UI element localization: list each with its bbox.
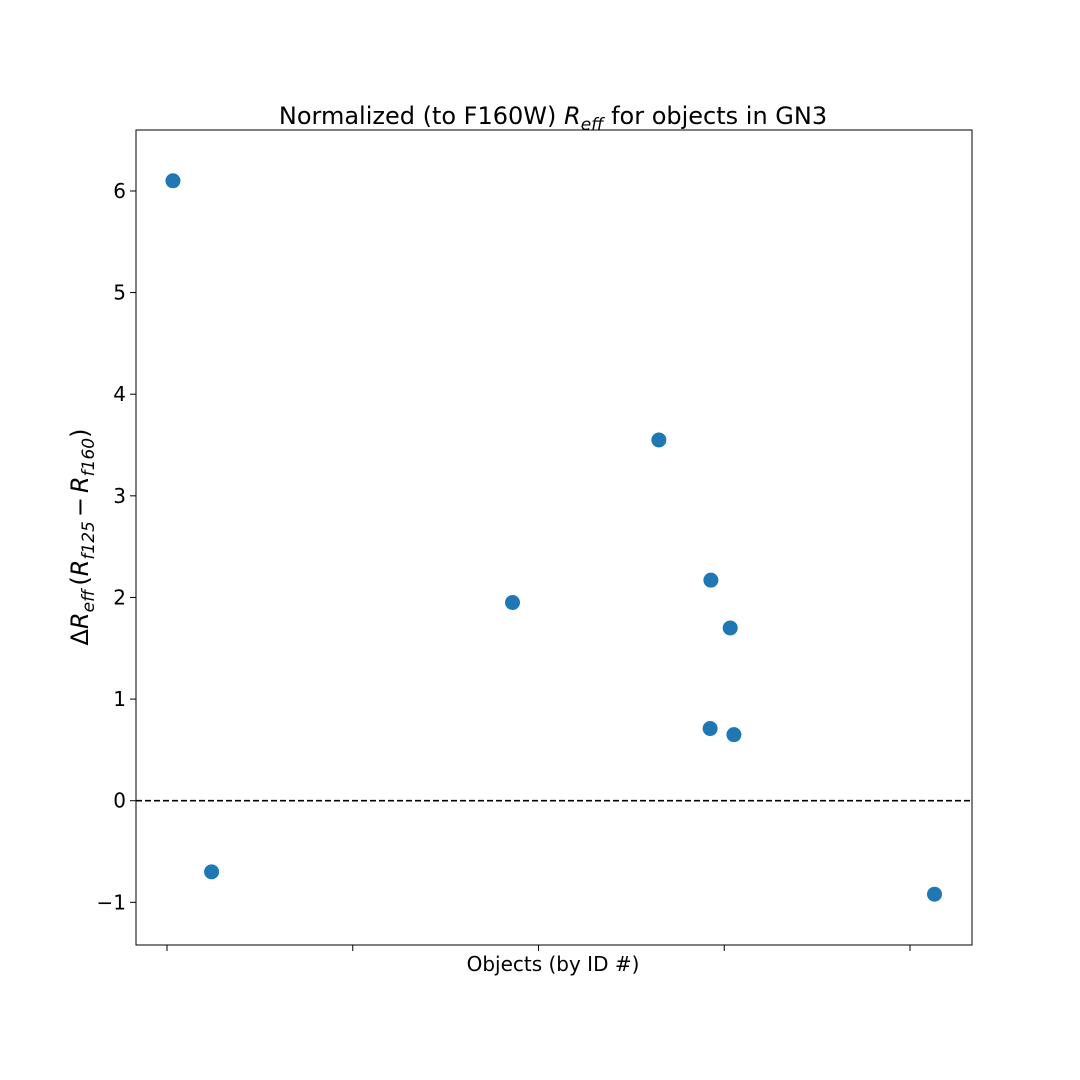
data-point xyxy=(703,572,719,588)
ylabel-r2: R xyxy=(66,476,94,493)
ylabel-open: ( xyxy=(66,576,94,585)
ylabel-r1: R xyxy=(66,560,94,577)
y-axis-label: ΔReff(Rf125−Rf160) xyxy=(66,429,99,646)
ylabel-sub2: f160 xyxy=(79,438,99,476)
y-tick-label: 1 xyxy=(113,687,126,711)
y-tick-label: 2 xyxy=(113,585,126,609)
title-math-sub: eff xyxy=(581,115,605,135)
title-math: R xyxy=(564,102,581,130)
chart-title: Normalized (to F160W) Reff for objects i… xyxy=(279,102,827,135)
ylabel-delta: Δ xyxy=(66,628,94,645)
data-point xyxy=(504,595,520,611)
data-point xyxy=(927,886,943,902)
y-tick-label: 3 xyxy=(113,484,126,508)
y-tick-label: −1 xyxy=(97,890,126,914)
y-tick-label: 5 xyxy=(113,281,126,305)
plot-area: −1 0 1 2 3 4 5 6 xyxy=(97,129,973,951)
data-point xyxy=(722,620,738,636)
title-prefix: Normalized (to F160W) xyxy=(279,102,564,130)
y-tick-label: 4 xyxy=(113,382,126,406)
data-point xyxy=(651,432,667,448)
ylabel-close: ) xyxy=(66,429,94,438)
ylabel-eff: eff xyxy=(79,588,99,612)
title-suffix: for objects in GN3 xyxy=(603,102,827,130)
ylabel-r: R xyxy=(66,612,94,629)
y-tick-label: 6 xyxy=(113,179,126,203)
x-axis-label: Objects (by ID #) xyxy=(467,952,640,976)
data-point xyxy=(702,721,718,737)
y-tick-label: 0 xyxy=(113,789,126,813)
data-point xyxy=(204,864,220,880)
data-point xyxy=(726,727,742,743)
ylabel-minus: − xyxy=(66,497,94,517)
plot-frame xyxy=(135,129,973,946)
data-point xyxy=(165,173,181,189)
ylabel-sub1: f125 xyxy=(79,521,99,559)
